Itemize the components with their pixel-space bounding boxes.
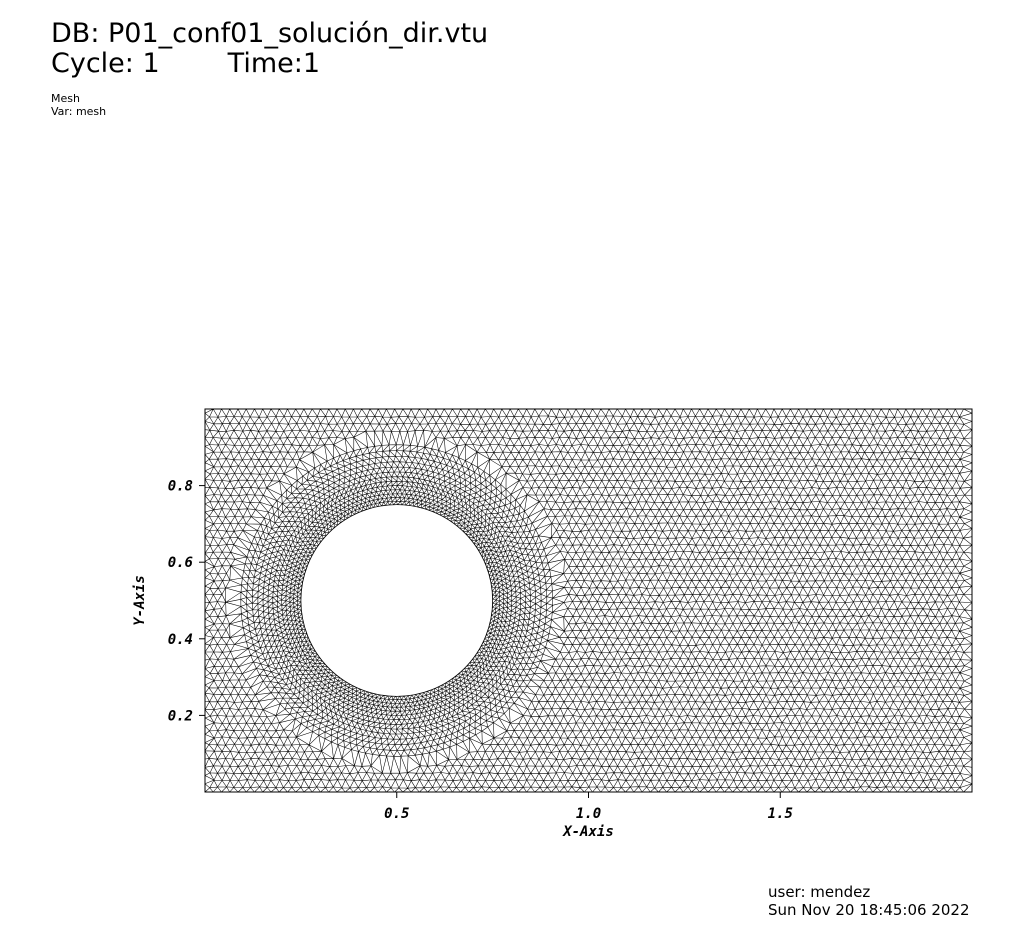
y-tick-label: 0.6	[168, 555, 193, 571]
y-axis-title: Y-Axis	[132, 575, 148, 626]
cycle-label: Cycle: 1	[51, 48, 160, 79]
y-tick-label: 0.4	[168, 632, 193, 648]
x-tick-label: 1.0	[576, 806, 601, 822]
y-tick-label: 0.8	[168, 479, 193, 495]
mesh-layer	[204, 408, 973, 793]
variable-label: Var: mesh	[51, 105, 107, 118]
plot-type-label: Mesh	[51, 92, 80, 105]
timestamp-label: Sun Nov 20 18:45:06 2022	[768, 901, 970, 919]
axes-layer: 0.5 1.0 1.5 0.2 0.4 0.6 0.8 X-Axis Y-Axis	[132, 408, 973, 840]
x-tick-label: 1.5	[768, 806, 793, 822]
database-title: DB: P01_conf01_solución_dir.vtu	[51, 18, 489, 49]
x-axis-title: X-Axis	[562, 824, 614, 840]
time-label: Time:1	[227, 48, 321, 79]
user-label: user: mendez	[768, 883, 871, 901]
y-tick-label: 0.2	[168, 708, 193, 724]
cycle-time-line: Cycle: 1 Time:1	[51, 50, 320, 77]
mesh-hole	[300, 504, 494, 697]
x-tick-label: 0.5	[384, 806, 409, 822]
